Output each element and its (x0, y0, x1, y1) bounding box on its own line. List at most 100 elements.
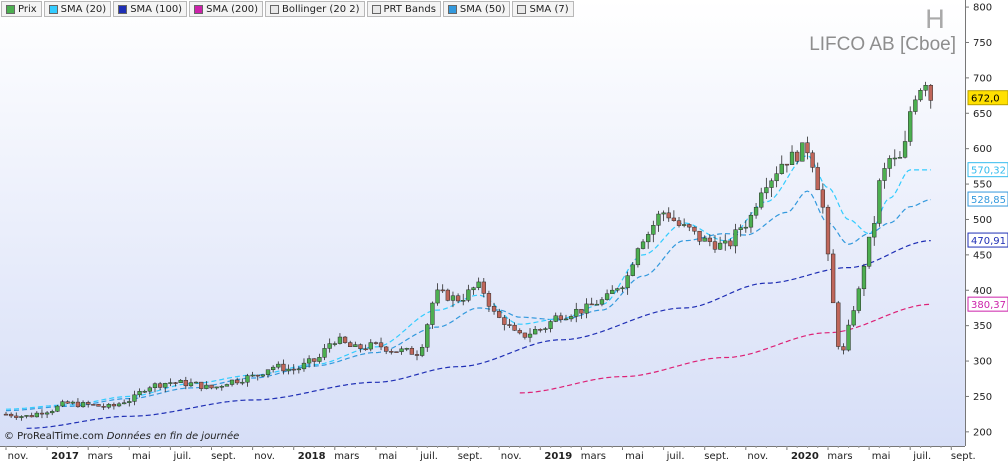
candle (851, 306, 856, 328)
legend-bollinger[interactable]: Bollinger (20 2) (264, 1, 365, 17)
candle (445, 288, 450, 302)
candle (707, 234, 712, 247)
candle-body (378, 342, 384, 348)
candle-body (800, 142, 805, 162)
candles (3, 81, 933, 421)
candle (841, 343, 846, 355)
candle-body (414, 354, 420, 356)
candle (682, 218, 687, 228)
candle (491, 302, 497, 315)
candle (137, 388, 142, 398)
candle (784, 163, 790, 173)
legend-sma20[interactable]: SMA (20) (43, 1, 112, 17)
candle (183, 376, 188, 390)
candle (538, 328, 543, 333)
candle (296, 366, 301, 374)
legend-swatch (269, 4, 279, 14)
x-tick-label: sept. (458, 451, 483, 462)
plot-background (0, 0, 965, 446)
candle (455, 293, 461, 304)
candle (24, 415, 29, 419)
candle (687, 223, 692, 232)
candle-body (723, 240, 728, 244)
candle-body (897, 157, 903, 159)
x-tick-label: sept. (951, 451, 976, 462)
candle-body (599, 299, 605, 305)
candle (250, 371, 255, 377)
candle (435, 283, 440, 306)
candle (717, 236, 723, 250)
candle-body (543, 328, 548, 330)
last-value-label: 470,91 (967, 232, 1008, 248)
candle-body (825, 206, 831, 255)
candle-body (497, 311, 502, 318)
candle-body (106, 404, 111, 408)
candle (91, 403, 96, 406)
candle-body (147, 387, 152, 392)
candle-body (517, 330, 522, 334)
legend-sma50[interactable]: SMA (50) (442, 1, 511, 17)
candle-body (91, 404, 96, 406)
candle (404, 347, 409, 352)
candle-body (805, 142, 810, 154)
candle-body (646, 234, 651, 243)
candle (409, 346, 415, 355)
candle (712, 235, 718, 253)
candle (517, 328, 522, 335)
candle (399, 346, 404, 355)
candle (8, 412, 14, 418)
candle-body (342, 336, 348, 343)
legend-prix[interactable]: Prix (1, 1, 42, 17)
candle-body (533, 329, 538, 335)
last-value-text: 470,91 (971, 236, 1006, 247)
legend-sma7[interactable]: SMA (7) (512, 1, 574, 17)
candle (353, 341, 358, 348)
candle-body (579, 308, 584, 314)
legend-label: SMA (200) (206, 3, 258, 15)
candle-body (851, 310, 856, 326)
candle (111, 402, 117, 410)
legend-sma200[interactable]: SMA (200) (189, 1, 263, 17)
candle (39, 409, 45, 419)
candle (646, 231, 651, 249)
candle (512, 322, 517, 331)
candle (281, 359, 286, 375)
candle (286, 364, 291, 375)
candle-body (656, 213, 661, 226)
candle-body (625, 275, 630, 289)
last-value-text: 672,0 (971, 94, 1000, 105)
candle-body (86, 402, 91, 405)
candle (753, 203, 759, 219)
candle (671, 210, 677, 222)
candle (774, 166, 779, 188)
candle (805, 136, 810, 160)
x-tick-label: mars (827, 451, 852, 462)
candle-body (872, 223, 877, 238)
candle-body (168, 382, 173, 384)
candle (836, 300, 841, 350)
x-tick-label: juil. (172, 451, 191, 462)
last-value-label: 570,32 (967, 162, 1008, 178)
last-value-text: 570,32 (971, 166, 1006, 177)
candle (425, 323, 430, 352)
legend-swatch (517, 4, 527, 14)
candle-body (512, 324, 517, 331)
candle-body (116, 403, 122, 407)
candle-body (312, 358, 317, 362)
legend-sma100[interactable]: SMA (100) (113, 1, 188, 17)
candle-body (157, 383, 163, 388)
candle (661, 210, 666, 222)
candle-body (122, 402, 127, 405)
legend-prt-bands[interactable]: PRT Bands (366, 1, 441, 17)
candle (116, 401, 122, 408)
x-tick-label: juil. (666, 451, 685, 462)
candle (733, 223, 738, 254)
candle-body (255, 374, 260, 377)
candle-body (461, 300, 466, 302)
candle-body (44, 412, 50, 415)
candle-body (358, 344, 363, 350)
candle-body (902, 141, 908, 158)
candle-body (774, 173, 779, 182)
candle (327, 338, 332, 353)
